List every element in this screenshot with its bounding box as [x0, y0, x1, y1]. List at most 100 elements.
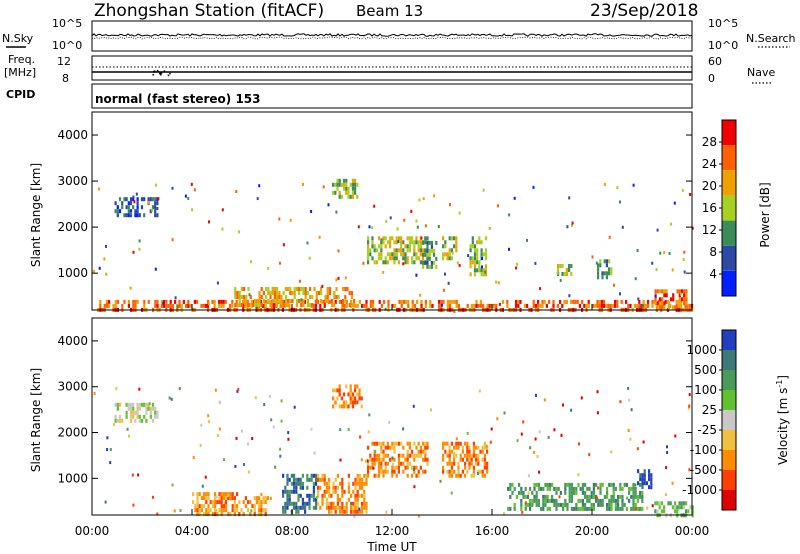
echo-cell [317, 477, 320, 482]
echo-cell [472, 445, 475, 450]
echo-cell [606, 506, 609, 511]
echo-cell [501, 299, 504, 304]
echo-cell [451, 299, 454, 304]
date-label: 23/Sep/2018 [590, 1, 698, 21]
echo-cell [167, 303, 170, 308]
echo-cell [446, 252, 449, 257]
echo-cell [353, 299, 356, 303]
echo-cell [422, 240, 425, 245]
echo-cell [354, 388, 357, 393]
echo-cell [563, 299, 566, 304]
echo-cell [354, 186, 357, 191]
echo-cell [564, 502, 567, 507]
echo-cell [610, 271, 613, 276]
echo-cell [520, 486, 523, 491]
echo-cell [619, 506, 622, 511]
echo-cell [587, 303, 590, 308]
echo-cell [125, 197, 128, 202]
echo-cell [632, 494, 635, 499]
echo-cell [231, 492, 234, 497]
echo-cell [282, 505, 285, 510]
echo-cell [654, 301, 657, 306]
echo-cell [258, 512, 261, 517]
echo-cell [639, 506, 642, 511]
echo-cell [147, 402, 150, 407]
colorbar-segment [722, 145, 736, 171]
echo-cell [211, 504, 214, 509]
echo-cell [469, 256, 472, 261]
echo-cell [665, 289, 668, 294]
echo-cell [424, 453, 427, 458]
echo-cell [676, 289, 679, 294]
echo-point [113, 423, 116, 426]
echo-point [571, 221, 574, 225]
echo-cell [249, 500, 252, 505]
echo-cell [293, 291, 296, 295]
echo-cell [218, 492, 221, 497]
nave-label: Nave [747, 66, 775, 79]
nave-dip-dot [160, 72, 163, 74]
echo-cell [218, 303, 221, 308]
echo-cell [524, 506, 527, 511]
echo-cell [448, 236, 451, 241]
nave-dip-dot [160, 73, 162, 76]
echo-cell [293, 505, 296, 510]
echo-cell [334, 299, 337, 304]
echo-cell [363, 505, 366, 510]
echo-point [527, 491, 530, 495]
echo-cell [198, 504, 201, 509]
echo-cell [198, 512, 201, 517]
echo-point [339, 458, 342, 462]
echo-cell [476, 240, 479, 245]
echo-cell [650, 485, 653, 490]
echo-point [269, 496, 272, 500]
echo-cell [369, 252, 372, 257]
echo-cell [373, 244, 376, 249]
echo-point [128, 434, 130, 438]
echo-cell [338, 392, 341, 397]
echo-cell [442, 244, 445, 249]
colorbar-tick-label: -25 [697, 423, 717, 437]
echo-point [155, 183, 158, 187]
echo-cell [332, 501, 335, 506]
echo-cell [428, 240, 431, 245]
colorbar-tick-label: 1000 [686, 343, 717, 357]
echo-cell [343, 178, 346, 183]
colorbar-segment [722, 410, 736, 430]
x-tick-label: 16:00 [475, 524, 510, 538]
echo-cell [483, 461, 486, 466]
echo-cell [386, 461, 389, 466]
echo-cell [293, 481, 296, 486]
echo-cell [650, 473, 653, 478]
echo-cell [391, 236, 394, 241]
echo-cell [308, 501, 311, 506]
echo-cell [163, 303, 166, 308]
echo-point [135, 192, 138, 196]
echo-cell [406, 461, 409, 466]
echo-cell [480, 248, 483, 253]
echo-cell [581, 498, 584, 503]
echo-cell [207, 504, 210, 509]
echo-cell [599, 502, 602, 507]
echo-cell [422, 252, 425, 257]
echo-cell [537, 303, 540, 308]
nave-dip-dot [167, 74, 170, 77]
echo-cell [475, 453, 478, 458]
echo-cell [336, 186, 339, 191]
echo-cell [577, 482, 580, 487]
echo-cell [367, 473, 370, 478]
echo-cell [444, 252, 447, 257]
echo-cell [118, 197, 122, 202]
echo-cell [469, 264, 472, 269]
echo-cell [389, 252, 392, 257]
echo-cell [347, 473, 350, 478]
echo-cell [343, 489, 346, 494]
echo-cell [315, 481, 318, 486]
echo-cell [349, 182, 352, 187]
echo-cell [344, 295, 347, 299]
echo-cell [338, 178, 341, 183]
echo-cell [371, 457, 374, 462]
echo-cell [249, 512, 252, 517]
echo-cell [380, 469, 383, 474]
echo-cell [103, 303, 106, 308]
